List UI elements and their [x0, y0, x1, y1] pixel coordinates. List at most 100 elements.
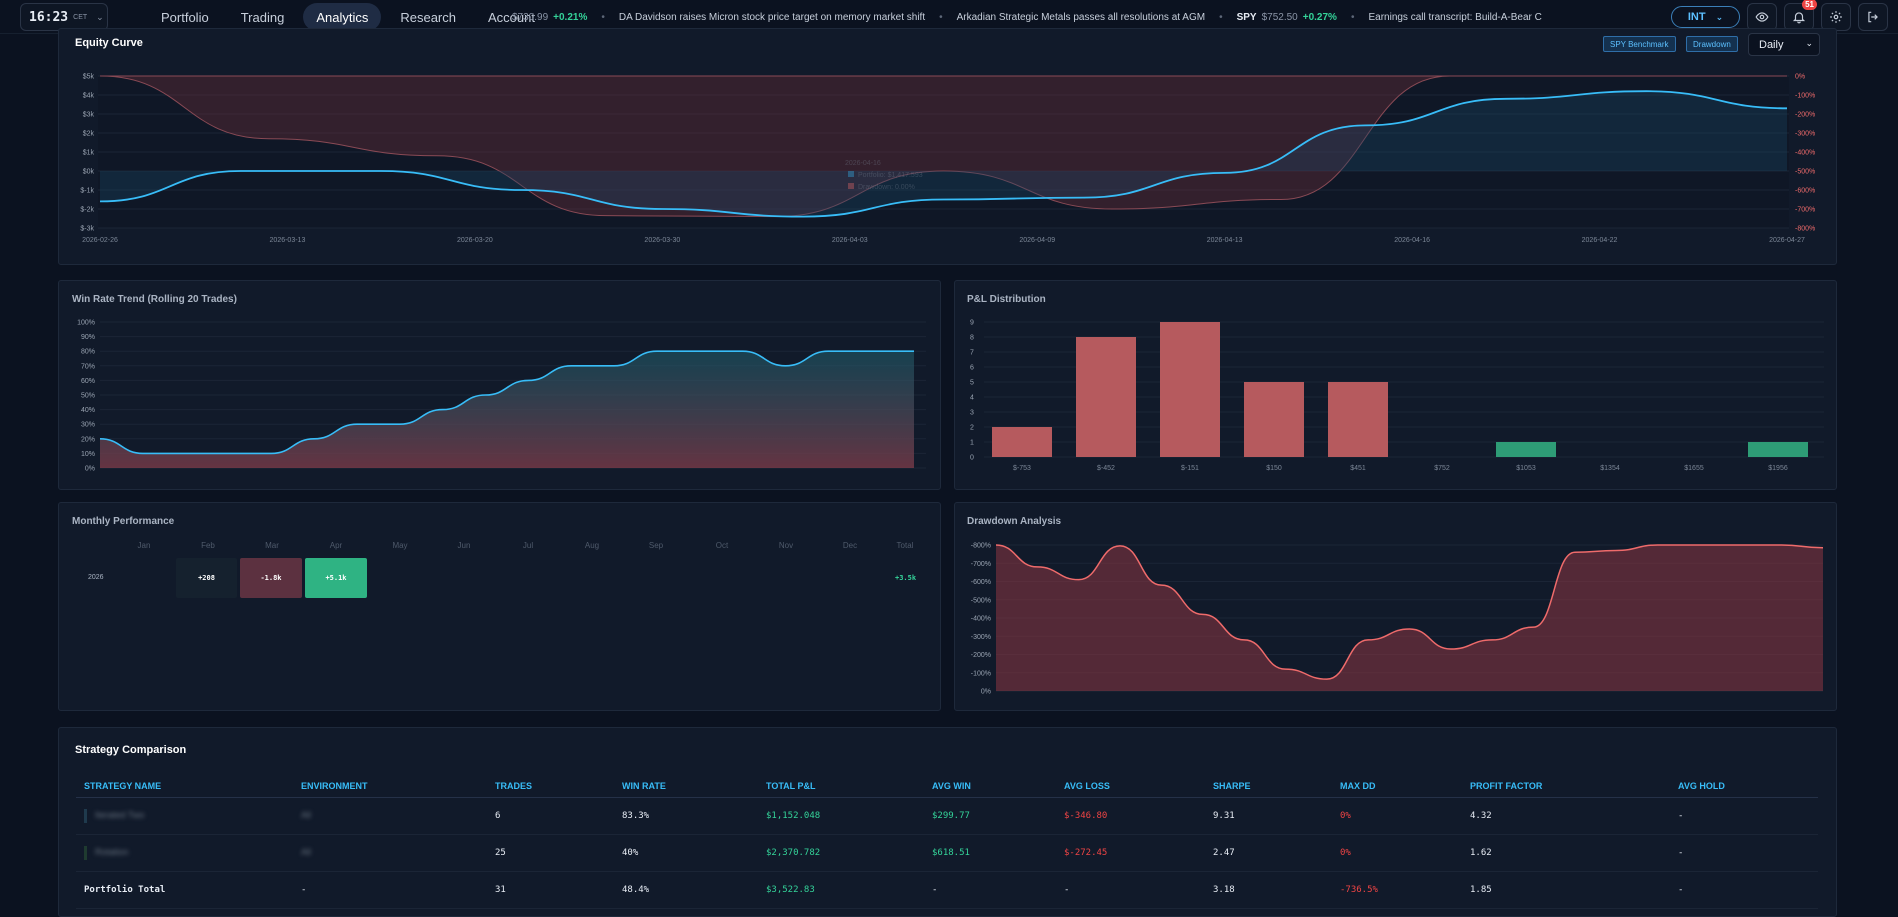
pnl-bar: [1160, 322, 1220, 457]
ticker-change: +0.27%: [1302, 11, 1337, 23]
col-profit-factor[interactable]: PROFIT FACTOR: [1462, 775, 1670, 798]
y-tick-label: $5k: [83, 74, 95, 81]
x-tick-label: 2026-03-13: [270, 237, 306, 244]
tab-analytics[interactable]: Analytics: [303, 3, 382, 31]
ticker-news-item[interactable]: DA Davidson raises Micron stock price ta…: [618, 11, 926, 23]
month-header: Apr: [329, 541, 343, 550]
y-tick-label: $-1k: [80, 188, 94, 195]
period-select[interactable]: Daily ⌄: [1748, 33, 1820, 56]
environment-cell: -: [293, 871, 487, 909]
table-row[interactable]: Iterated Two All 6 83.3% $1,152.048 $299…: [76, 797, 1818, 835]
y2-tick-label: -600%: [1795, 188, 1815, 195]
y-tick-label: $0k: [83, 169, 95, 176]
main-nav: Portfolio Trading Analytics Research Acc…: [148, 3, 548, 31]
drawdown-area: [996, 545, 1823, 691]
environment-select[interactable]: INT ⌄: [1671, 6, 1740, 28]
equity-tooltip: 2026-04-16 Portfolio: $1,417.593 Drawdow…: [845, 160, 923, 191]
x-tick-label: 2026-04-22: [1582, 237, 1618, 244]
col-environment[interactable]: ENVIRONMENT: [293, 775, 487, 798]
x-tick-label: $1956: [1768, 465, 1788, 472]
period-select-value: Daily: [1759, 38, 1784, 51]
col-avg-loss[interactable]: AVG LOSS: [1056, 775, 1205, 798]
x-tick-label: 2026-03-30: [644, 237, 680, 244]
y-tick-label: 2: [970, 425, 974, 432]
sharpe-cell: 3.18: [1205, 871, 1332, 909]
clock-widget[interactable]: 16:23 CET ⌄: [20, 3, 108, 31]
y-tick-label: -300%: [971, 634, 991, 641]
y-tick-label: $2k: [83, 131, 95, 138]
avg-loss-cell: $-346.80: [1056, 797, 1205, 835]
x-tick-label: 2026-04-27: [1769, 237, 1805, 244]
y-tick-label: 60%: [81, 378, 95, 385]
ticker-news-item[interactable]: Earnings call transcript: Build-A-Bear C: [1368, 11, 1542, 23]
max-dd-cell: 0%: [1332, 797, 1462, 835]
y-tick-label: $3k: [83, 112, 95, 119]
y2-tick-label: -300%: [1795, 131, 1815, 138]
max-dd-cell: 0%: [1332, 834, 1462, 872]
equity-grid: $5k 0% $4k -100% $3k -200% $2k -300% $1k -400% $0k…: [80, 74, 1815, 245]
table-row[interactable]: Rotation All 25 40% $2,370.782 $618.51 $…: [76, 834, 1818, 872]
col-sharpe[interactable]: SHARPE: [1205, 775, 1332, 798]
col-max-dd[interactable]: MAX DD: [1332, 775, 1462, 798]
y-tick-label: 10%: [81, 451, 95, 458]
y-tick-label: -100%: [971, 670, 991, 677]
tab-account[interactable]: Account: [487, 9, 535, 25]
month-header: Jul: [522, 541, 534, 550]
y-tick-label: 20%: [81, 436, 95, 443]
monthly-cell-apr[interactable]: +5.1k: [305, 558, 367, 598]
sharpe-cell: 2.47: [1205, 834, 1332, 872]
notification-badge: 51: [1802, 0, 1817, 10]
monthly-cell-feb[interactable]: +208: [176, 558, 237, 598]
drawdown-toggle[interactable]: Drawdown: [1686, 36, 1738, 52]
clock-timezone: CET: [73, 13, 88, 21]
portfolio-area: [100, 91, 1787, 217]
drawdown-line: [995, 544, 1824, 680]
y-tick-label: 8: [970, 335, 974, 342]
table-header-row: STRATEGY NAME ENVIRONMENT TRADES WIN RAT…: [76, 775, 1818, 798]
monthly-cell-mar[interactable]: -1.8k: [240, 558, 302, 598]
col-strategy-name[interactable]: STRATEGY NAME: [76, 775, 293, 798]
spy-benchmark-toggle[interactable]: SPY Benchmark: [1603, 36, 1676, 52]
col-avg-hold[interactable]: AVG HOLD: [1670, 775, 1818, 798]
logout-icon[interactable]: [1858, 3, 1888, 31]
month-header: Feb: [201, 541, 215, 550]
environment: All: [301, 810, 312, 820]
y-tick-label: -400%: [971, 616, 991, 623]
y-tick-label: 4: [970, 395, 974, 402]
ticker-change: +0.21%: [553, 11, 588, 23]
y-tick-label: -200%: [971, 652, 991, 659]
x-tick-label: $451: [1350, 465, 1366, 472]
y2-tick-label: -800%: [1795, 226, 1815, 233]
gear-icon[interactable]: [1821, 3, 1851, 31]
x-tick-label: $1053: [1516, 465, 1536, 472]
y2-tick-label: -400%: [1795, 150, 1815, 157]
y-tick-label: 80%: [81, 349, 95, 356]
col-avg-win[interactable]: AVG WIN: [924, 775, 1056, 798]
x-tick-label: $-452: [1097, 465, 1115, 472]
win-rate-area: [100, 351, 914, 468]
month-header: Dec: [842, 541, 858, 550]
avg-hold-cell: -: [1670, 797, 1818, 835]
tooltip-drawdown: Drawdown: 0.00%: [858, 184, 915, 191]
col-total-pnl[interactable]: TOTAL P&L: [758, 775, 924, 798]
chevron-down-icon: ⌄: [1805, 38, 1813, 48]
chevron-down-icon: ⌄: [96, 11, 104, 22]
tab-portfolio[interactable]: Portfolio: [161, 9, 209, 25]
profit-factor-cell: 1.85: [1462, 871, 1670, 909]
y-tick-label: -600%: [971, 579, 991, 586]
eye-icon[interactable]: [1747, 3, 1777, 31]
x-tick-label: 2026-04-13: [1207, 237, 1243, 244]
ticker-news-item[interactable]: Arkadian Strategic Metals passes all res…: [956, 11, 1206, 23]
y-tick-label: 7: [970, 350, 974, 357]
x-tick-label: 2026-02-26: [82, 237, 118, 244]
bell-icon[interactable]: 51: [1784, 0, 1817, 31]
month-header: Total: [896, 541, 914, 550]
win-rate-title: Win Rate Trend (Rolling 20 Trades): [72, 294, 237, 305]
y-tick-label: $-3k: [80, 226, 94, 233]
tab-trading[interactable]: Trading: [240, 9, 285, 25]
y2-tick-label: -700%: [1795, 207, 1815, 214]
x-tick-label: $-151: [1181, 465, 1199, 472]
col-trades[interactable]: TRADES: [487, 775, 614, 798]
col-win-rate[interactable]: WIN RATE: [614, 775, 758, 798]
tab-research[interactable]: Research: [400, 9, 456, 25]
